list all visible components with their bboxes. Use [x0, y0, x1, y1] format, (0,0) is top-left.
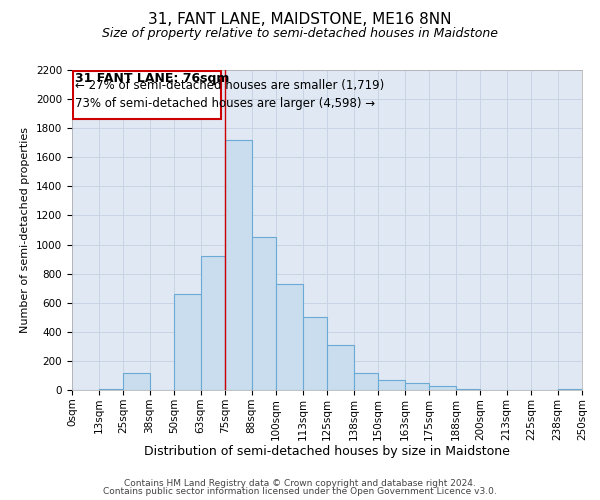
FancyBboxPatch shape [73, 70, 221, 118]
Text: 31, FANT LANE, MAIDSTONE, ME16 8NN: 31, FANT LANE, MAIDSTONE, ME16 8NN [148, 12, 452, 28]
Bar [302, 318, 327, 390]
Bar [404, 384, 429, 390]
Text: Contains public sector information licensed under the Open Government Licence v3: Contains public sector information licen… [103, 487, 497, 496]
Bar [251, 238, 276, 390]
Bar [200, 256, 225, 390]
X-axis label: Distribution of semi-detached houses by size in Maidstone: Distribution of semi-detached houses by … [144, 446, 510, 458]
Text: 31 FANT LANE: 76sqm: 31 FANT LANE: 76sqm [75, 72, 229, 85]
Bar [225, 140, 251, 390]
Text: ← 27% of semi-detached houses are smaller (1,719)
73% of semi-detached houses ar: ← 27% of semi-detached houses are smalle… [75, 78, 385, 110]
Text: Contains HM Land Registry data © Crown copyright and database right 2024.: Contains HM Land Registry data © Crown c… [124, 478, 476, 488]
Bar [353, 372, 378, 390]
Bar [276, 284, 302, 390]
Bar [174, 294, 200, 390]
Bar [429, 386, 455, 390]
Y-axis label: Number of semi-detached properties: Number of semi-detached properties [20, 127, 31, 333]
Bar [557, 388, 582, 390]
Bar [455, 388, 480, 390]
Bar [327, 345, 353, 390]
Text: Size of property relative to semi-detached houses in Maidstone: Size of property relative to semi-detach… [102, 28, 498, 40]
Bar [123, 372, 149, 390]
Bar [98, 388, 123, 390]
Bar [378, 380, 404, 390]
